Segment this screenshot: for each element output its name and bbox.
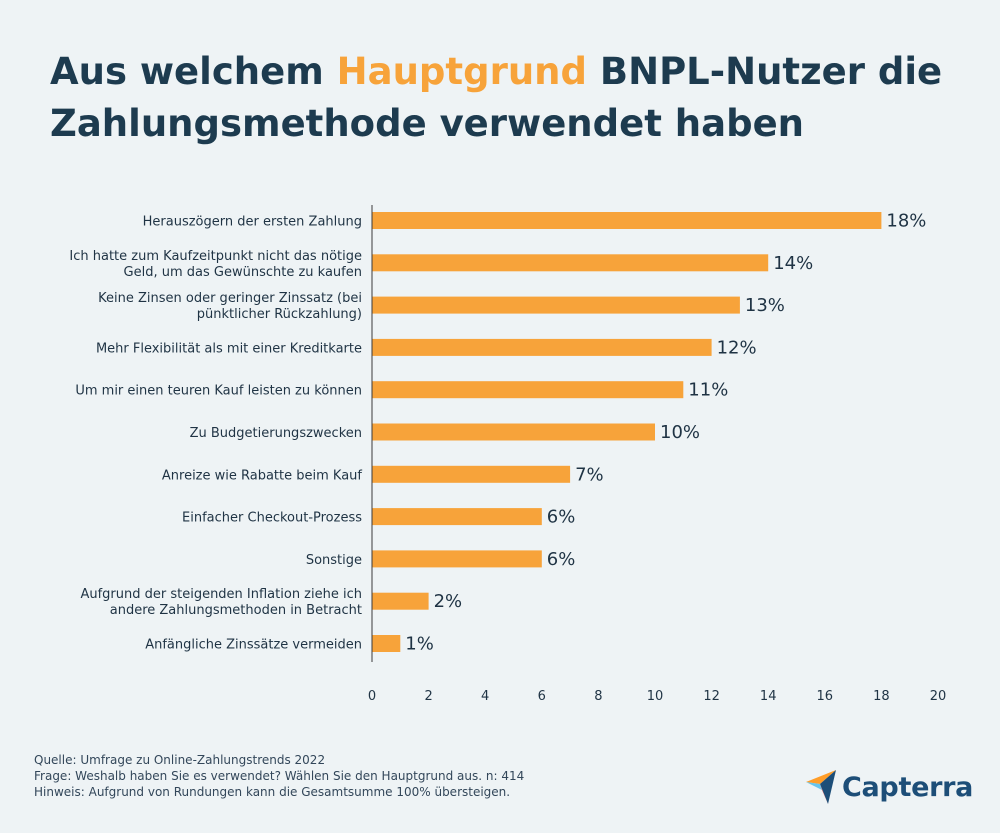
- bar-value-label: 12%: [717, 337, 757, 358]
- x-tick-label: 6: [538, 689, 546, 704]
- bar: [372, 550, 542, 568]
- bar-value-label: 10%: [660, 422, 700, 443]
- bar-value-label: 7%: [575, 464, 604, 485]
- bar-value-label: 11%: [688, 380, 728, 401]
- bar: [372, 212, 882, 229]
- category-label: Um mir einen teuren Kauf leisten zu könn…: [75, 384, 362, 399]
- category-label: Keine Zinsen oder geringer Zinssatz (bei…: [98, 291, 362, 322]
- bar-value-label: 6%: [547, 549, 576, 570]
- x-tick-label: 0: [368, 689, 376, 704]
- title-highlight: Hauptgrund: [336, 50, 588, 93]
- category-label: Anreize wie Rabatte beim Kauf: [162, 468, 363, 483]
- category-label: Zu Budgetierungszwecken: [190, 426, 362, 441]
- bar: [372, 635, 401, 652]
- x-tick-label: 18: [873, 689, 890, 704]
- bar: [372, 254, 769, 272]
- x-tick-label: 12: [703, 689, 720, 704]
- bar: [372, 465, 571, 483]
- x-tick-label: 16: [817, 689, 834, 704]
- x-tick-label: 4: [481, 689, 489, 704]
- category-label: Mehr Flexibilität als mit einer Kreditka…: [96, 341, 362, 356]
- bar: [372, 338, 712, 356]
- title-part-1: Aus welchem: [50, 50, 337, 93]
- category-label: Einfacher Checkout-Prozess: [182, 511, 362, 526]
- category-label: Aufgrund der steigenden Inflation ziehe …: [80, 587, 362, 618]
- footer-notes: Quelle: Umfrage zu Online-Zahlungstrends…: [34, 752, 524, 800]
- bar-value-label: 18%: [886, 211, 926, 232]
- x-tick-label: 10: [647, 689, 664, 704]
- x-tick-label: 8: [594, 689, 602, 704]
- category-label: Sonstige: [306, 553, 362, 568]
- bar-value-label: 2%: [434, 591, 463, 612]
- footer-note: Hinweis: Aufgrund von Rundungen kann die…: [34, 785, 511, 799]
- title-part-2: BNPL-Nutzer die Zahlungsmethode verwende…: [50, 50, 943, 145]
- category-label: Herauszögern der ersten Zahlung: [143, 215, 362, 230]
- category-label: Ich hatte zum Kaufzeitpunkt nicht das nö…: [69, 249, 362, 280]
- footer-source: Quelle: Umfrage zu Online-Zahlungstrends…: [34, 753, 326, 767]
- bar: [372, 508, 542, 526]
- bar-value-label: 1%: [405, 634, 434, 655]
- bar-value-label: 6%: [547, 507, 576, 528]
- bar: [372, 592, 429, 610]
- x-tick-label: 14: [760, 689, 777, 704]
- bar: [372, 296, 740, 314]
- bar-value-label: 14%: [773, 253, 813, 274]
- logo-text: Capterra: [842, 771, 974, 803]
- chart-title: Aus welchem Hauptgrund BNPL-Nutzer die Z…: [50, 46, 970, 150]
- x-tick-label: 2: [424, 689, 432, 704]
- bar-chart: 18% Herauszögern der ersten Zahlung 14% Ich…: [69, 205, 947, 704]
- x-tick-label: 20: [930, 689, 947, 704]
- footer-question: Frage: Weshalb haben Sie es verwendet? W…: [34, 769, 525, 783]
- bar: [372, 423, 655, 441]
- capterra-arrow-icon: [806, 770, 836, 804]
- bar: [372, 381, 684, 399]
- capterra-logo: Capterra: [806, 770, 973, 804]
- category-label: Anfängliche Zinssätze vermeiden: [145, 638, 362, 653]
- bar-value-label: 13%: [745, 295, 785, 316]
